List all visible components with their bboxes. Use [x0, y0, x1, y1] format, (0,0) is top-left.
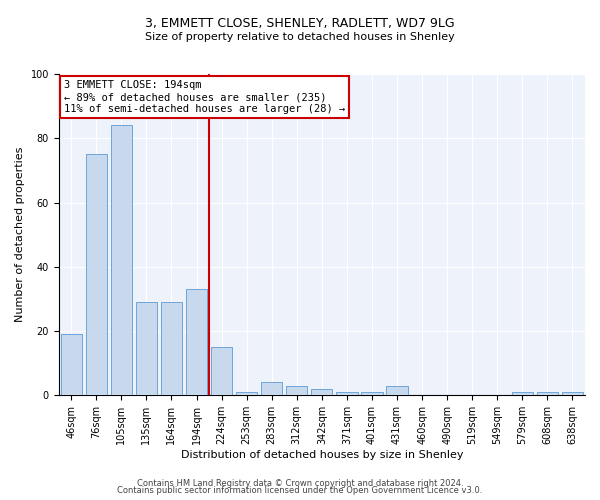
Bar	[236, 392, 257, 396]
Bar	[161, 302, 182, 396]
Bar	[512, 392, 533, 396]
Text: Contains public sector information licensed under the Open Government Licence v3: Contains public sector information licen…	[118, 486, 482, 495]
Bar	[361, 392, 383, 396]
Bar	[336, 392, 358, 396]
Text: 3, EMMETT CLOSE, SHENLEY, RADLETT, WD7 9LG: 3, EMMETT CLOSE, SHENLEY, RADLETT, WD7 9…	[145, 18, 455, 30]
Bar	[186, 290, 207, 396]
Bar	[136, 302, 157, 396]
Bar	[61, 334, 82, 396]
Bar	[110, 126, 132, 396]
Bar	[311, 389, 332, 396]
Y-axis label: Number of detached properties: Number of detached properties	[15, 147, 25, 322]
Bar	[211, 347, 232, 396]
Bar	[537, 392, 558, 396]
Bar	[286, 386, 307, 396]
Bar	[562, 392, 583, 396]
X-axis label: Distribution of detached houses by size in Shenley: Distribution of detached houses by size …	[181, 450, 463, 460]
Text: Contains HM Land Registry data © Crown copyright and database right 2024.: Contains HM Land Registry data © Crown c…	[137, 478, 463, 488]
Text: 3 EMMETT CLOSE: 194sqm
← 89% of detached houses are smaller (235)
11% of semi-de: 3 EMMETT CLOSE: 194sqm ← 89% of detached…	[64, 80, 345, 114]
Bar	[86, 154, 107, 396]
Bar	[386, 386, 407, 396]
Bar	[261, 382, 283, 396]
Text: Size of property relative to detached houses in Shenley: Size of property relative to detached ho…	[145, 32, 455, 42]
